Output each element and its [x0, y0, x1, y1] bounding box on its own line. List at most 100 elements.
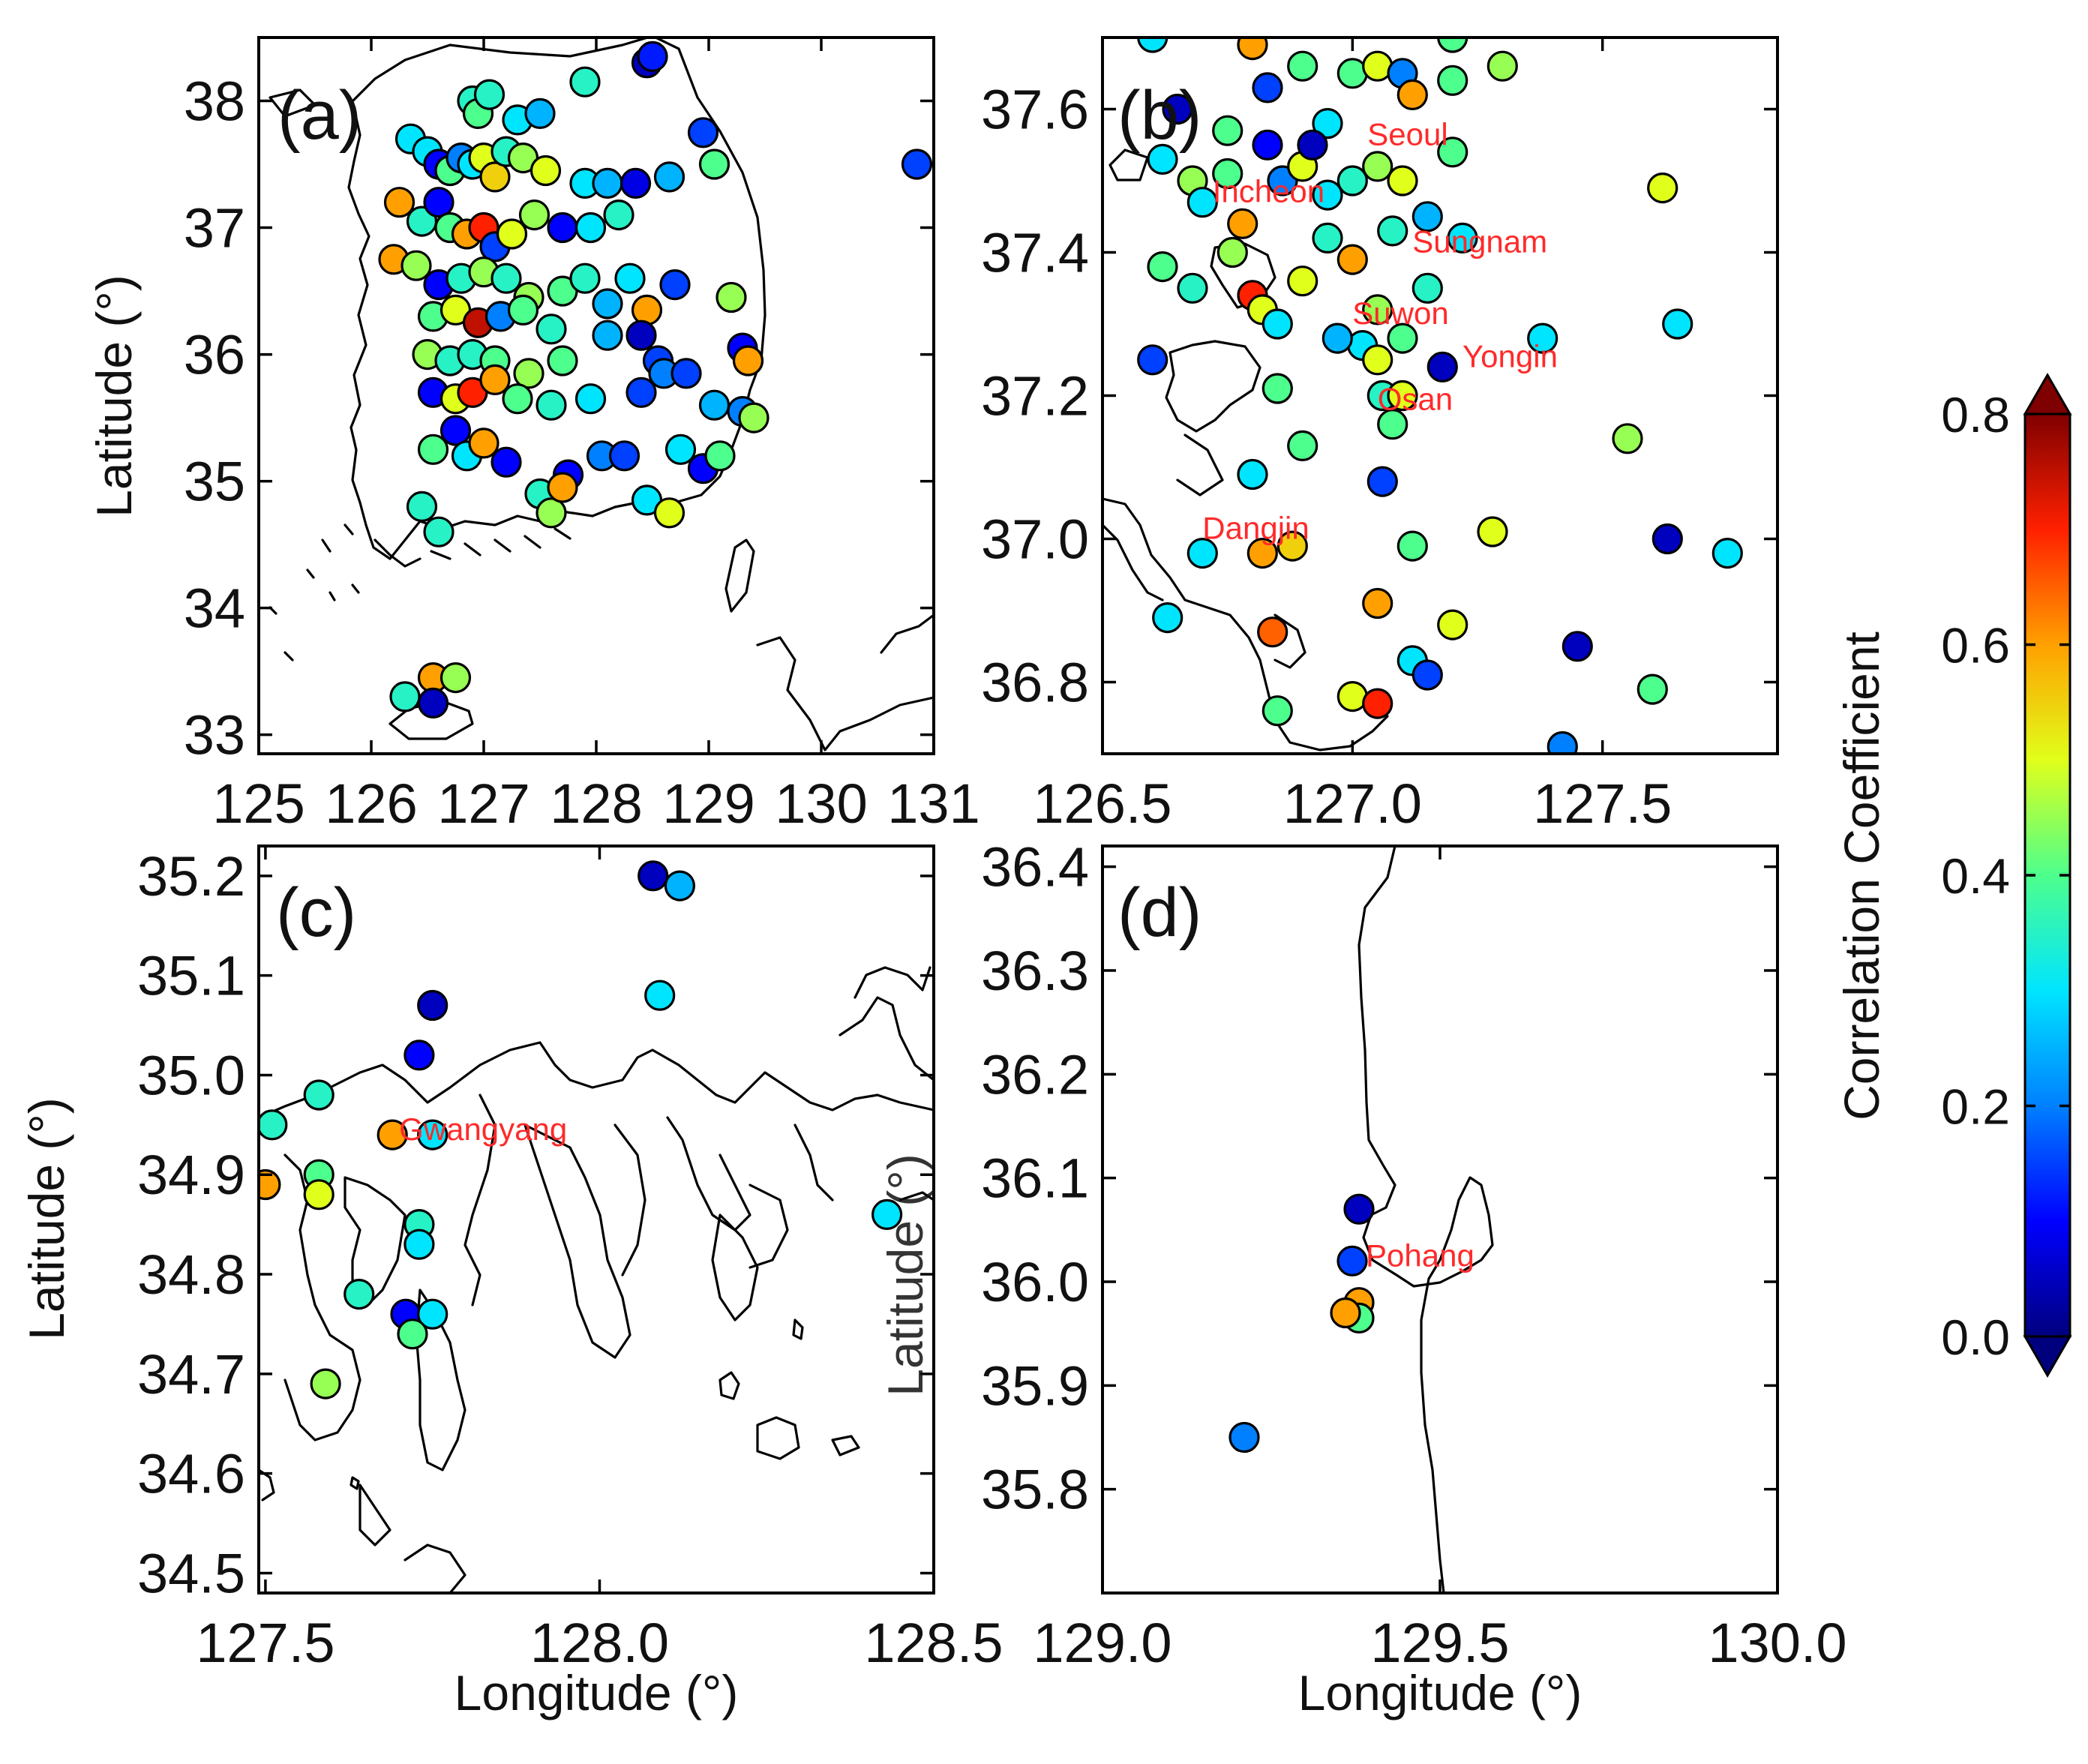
station-marker — [397, 1318, 428, 1350]
x-tick-label: 128.5 — [864, 1612, 1003, 1674]
x-tick-label: 127 — [437, 772, 530, 835]
station-marker — [1636, 674, 1668, 705]
station-marker — [536, 389, 567, 421]
station-marker — [406, 490, 438, 523]
station-marker — [1437, 609, 1468, 640]
station-marker — [1362, 587, 1394, 620]
panel-a-ticks: 125 126 127 128 129 130 131 33 34 35 36 37 38 — [184, 38, 980, 835]
panel-b-ticks: 126.5 127.0 127.5 36.8 37.0 37.2 37.4 37.6 — [981, 38, 1778, 835]
panel-d-coastline — [1358, 846, 1494, 1593]
station-marker — [1437, 136, 1468, 168]
station-marker — [1312, 222, 1343, 254]
station-marker — [687, 117, 719, 148]
y-tick-label: 35.9 — [981, 1354, 1089, 1417]
station-marker — [638, 860, 669, 892]
station-marker — [614, 262, 646, 294]
station-marker — [440, 415, 472, 446]
station-marker — [1228, 1421, 1260, 1454]
y-tick-label: 34.8 — [137, 1244, 245, 1306]
station-marker — [698, 389, 730, 421]
station-marker — [417, 1119, 448, 1150]
x-tick-label: 129.0 — [1033, 1612, 1172, 1674]
station-marker — [530, 154, 562, 187]
y-tick-label: 34 — [184, 578, 245, 640]
y-tick-label: 35 — [184, 451, 245, 513]
station-marker — [637, 40, 668, 73]
colorbar-tick-label: 0.8 — [1941, 387, 2010, 442]
station-marker — [502, 383, 533, 415]
station-marker — [1287, 266, 1318, 297]
station-marker — [1396, 79, 1428, 111]
station-marker — [376, 1119, 408, 1150]
station-marker — [479, 364, 511, 395]
station-marker — [1612, 423, 1643, 454]
panel-a-tag: (a) — [278, 77, 362, 154]
panel-d-city-labels: Pohang — [1366, 1238, 1474, 1273]
station-marker — [1312, 179, 1343, 211]
station-marker — [1362, 688, 1394, 719]
station-marker — [1137, 344, 1168, 376]
colorbar-tick-label: 0.2 — [1941, 1079, 2010, 1135]
panel-c-tag: (c) — [276, 874, 356, 951]
station-marker — [1162, 93, 1193, 125]
station-marker — [1237, 38, 1268, 61]
x-tick-label: 128.0 — [530, 1612, 669, 1674]
y-tick-label: 36.2 — [981, 1043, 1089, 1106]
panel-b-tag: (b) — [1118, 77, 1202, 154]
panel-c-y-axis-title: Latitude (°) — [19, 1097, 74, 1340]
station-marker — [732, 345, 764, 376]
colorbar-tick-label: 0.0 — [1941, 1310, 2010, 1365]
station-marker — [404, 1040, 435, 1071]
station-marker — [1477, 516, 1508, 548]
station-marker — [592, 167, 623, 199]
station-marker — [644, 980, 676, 1011]
station-marker — [1257, 616, 1288, 648]
station-marker — [626, 376, 657, 408]
y-tick-label: 36.4 — [981, 836, 1089, 898]
panel-c-stations — [259, 860, 903, 1400]
station-marker — [574, 212, 607, 244]
station-marker — [1362, 344, 1394, 376]
station-marker — [653, 161, 686, 193]
station-marker — [1186, 187, 1218, 218]
x-tick-label: 127.5 — [196, 1612, 334, 1674]
station-marker — [259, 1109, 288, 1141]
colorbar: 0.0 0.2 0.4 0.6 0.8 Correlation Coefficient — [1834, 372, 2072, 1378]
station-marker — [1366, 466, 1398, 497]
station-marker — [574, 383, 607, 415]
station-marker — [547, 345, 578, 376]
station-marker — [1362, 151, 1394, 182]
station-marker — [524, 98, 556, 129]
station-marker — [1486, 50, 1518, 82]
station-marker — [1287, 430, 1318, 462]
colorbar-tick-label: 0.4 — [1941, 848, 2010, 904]
y-tick-label: 38 — [184, 70, 245, 133]
city-label: Sungnam — [1412, 224, 1547, 260]
station-marker — [518, 200, 550, 231]
station-marker — [1262, 308, 1293, 340]
panel-d: Pohang 129.0 129.5 130.0 35.8 35.9 36.0 36.1 36… — [981, 836, 1847, 1674]
y-tick-label: 35.0 — [137, 1044, 245, 1106]
station-marker — [1227, 208, 1258, 239]
colorbar-max-extension-arrow — [2023, 372, 2072, 416]
station-marker — [1387, 380, 1418, 412]
station-marker — [423, 516, 454, 548]
panel-c-ticks: 127.5 128.0 128.5 34.5 34.6 34.7 34.8 34.9 35.0 3… — [137, 845, 1004, 1674]
y-tick-label: 36.8 — [981, 652, 1089, 714]
station-marker — [1647, 172, 1678, 204]
colorbar-tick-label: 0.6 — [1941, 618, 2010, 674]
y-tick-label: 36 — [184, 324, 245, 386]
station-marker — [1412, 659, 1443, 691]
station-marker — [569, 262, 601, 294]
station-marker — [1426, 351, 1458, 382]
station-marker — [490, 446, 522, 478]
panel-c-coastline — [259, 966, 934, 1593]
station-marker — [303, 1079, 334, 1111]
station-marker — [608, 440, 640, 472]
city-label: Seoul — [1367, 116, 1448, 152]
station-marker — [1212, 115, 1244, 146]
station-marker — [1712, 537, 1743, 569]
station-marker — [1276, 530, 1308, 562]
station-marker — [664, 870, 696, 902]
x-tick-label: 126 — [325, 772, 417, 835]
